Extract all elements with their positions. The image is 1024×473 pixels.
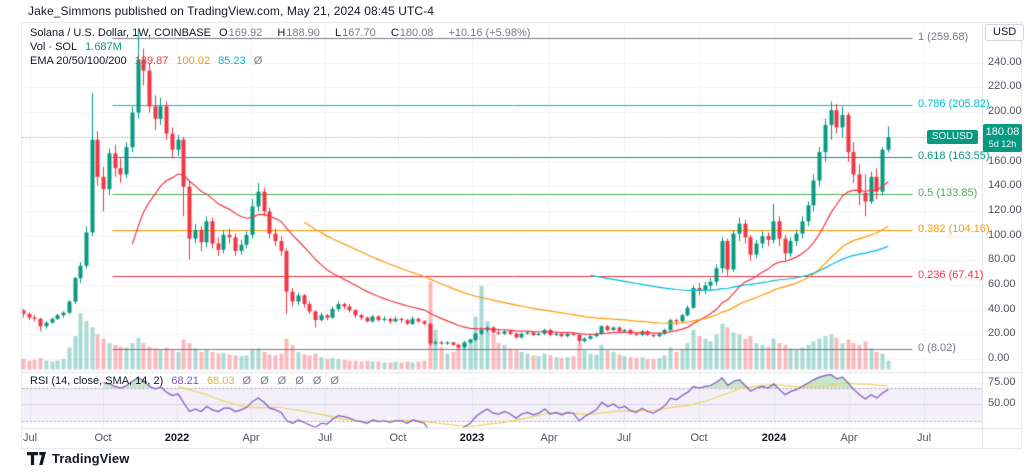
rsi-hidden-plot-marker: Ø <box>312 375 322 387</box>
volume-legend-row[interactable]: Vol · SOL 1.687M <box>30 41 127 53</box>
rsi-hidden-plot-marker: Ø <box>277 375 287 387</box>
ema20-value: 139.87 <box>134 55 169 67</box>
tradingview-logo[interactable]: TradingView <box>27 451 129 466</box>
rsi-hidden-plot-marker: Ø <box>242 375 252 387</box>
ema-legend-row[interactable]: EMA 20/50/100/200 139.87 100.02 85.23 Ø <box>30 55 267 67</box>
ohlc-high: H188.90 <box>277 27 320 39</box>
ohlc-close: C180.08 <box>390 27 434 39</box>
rsi-hidden-plot-marker: Ø <box>260 375 269 387</box>
rsi-value: 68.21 <box>171 375 199 387</box>
ema-label: EMA 20/50/100/200 <box>30 55 127 67</box>
symbol-legend-row[interactable]: Solana / U.S. Dollar, 1W, COINBASE O169.… <box>30 27 535 39</box>
ema100-value: 85.23 <box>218 55 246 67</box>
ohlc-open: O169.92 <box>219 27 263 39</box>
ema50-value: 100.02 <box>176 55 211 67</box>
tradingview-logo-text: TradingView <box>52 451 130 466</box>
ohlc-low: L167.70 <box>334 27 376 39</box>
currency-toggle-button[interactable]: USD <box>985 24 1024 41</box>
volume-value: 1.687M <box>85 41 122 53</box>
rsi-label: RSI (14, close, SMA, 14, 2) <box>30 375 164 387</box>
rsi-sma-value: 68.03 <box>206 375 235 387</box>
volume-label: Vol · SOL <box>30 41 78 53</box>
ema200-hidden-marker: Ø <box>253 55 263 67</box>
rsi-hidden-plot-marker: Ø <box>295 375 304 387</box>
rsi-hidden-plot-marker: Ø <box>330 375 339 387</box>
symbol-title: Solana / U.S. Dollar, 1W, COINBASE <box>30 27 211 39</box>
tradingview-logo-icon <box>27 452 46 465</box>
change-value: +10.16 (+5.98%) <box>448 27 531 39</box>
rsi-legend-row[interactable]: RSI (14, close, SMA, 14, 2) 68.21 68.03 … <box>30 375 353 387</box>
